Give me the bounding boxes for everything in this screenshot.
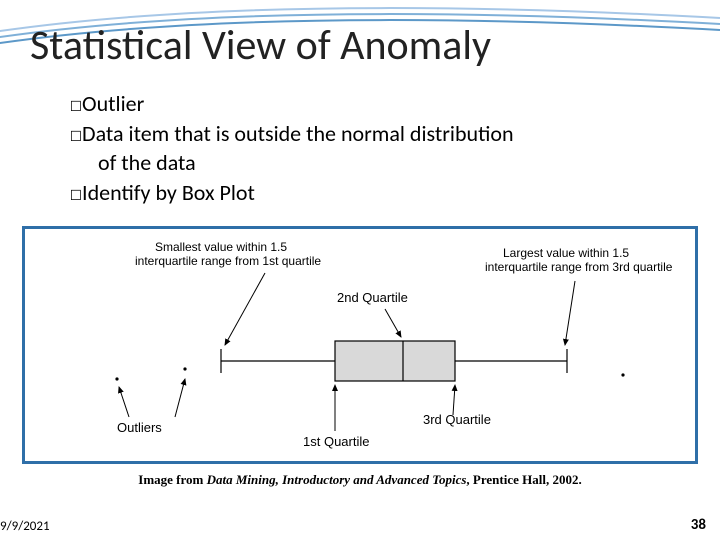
slide-title: Statistical View of Anomaly: [30, 20, 491, 71]
label-largest-b: interquartile range from 3rd quartile: [485, 261, 672, 275]
label-largest-a: Largest value within 1.5: [503, 247, 629, 261]
label-smallest-a: Smallest value within 1.5: [155, 241, 287, 255]
bullet-1: ☐Outlier: [70, 90, 650, 118]
bullet-2-cont: of the data: [70, 149, 650, 177]
bullet-list: ☐Outlier ☐Data item that is outside the …: [70, 90, 650, 208]
figure-caption: Image from Data Mining, Introductory and…: [0, 472, 720, 488]
label-second-quartile: 2nd Quartile: [337, 291, 408, 306]
bullet-3: ☐Identify by Box Plot: [70, 179, 650, 207]
bullet-2: ☐Data item that is outside the normal di…: [70, 120, 650, 148]
label-outliers: Outliers: [117, 421, 162, 436]
label-first-quartile: 1st Quartile: [303, 435, 369, 450]
slide-date: 9/9/2021: [0, 519, 50, 534]
label-third-quartile: 3rd Quartile: [423, 413, 491, 428]
boxplot-figure: Smallest value within 1.5 interquartile …: [22, 226, 698, 464]
label-smallest-b: interquartile range from 1st quartile: [135, 255, 321, 269]
page-number: 38: [691, 516, 706, 534]
